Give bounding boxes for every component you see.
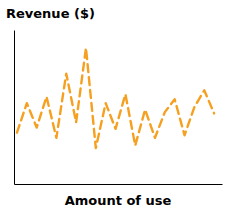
axis-line (14, 31, 15, 185)
x-axis (15, 184, 223, 185)
chart: Revenue ($) Amount of use (0, 0, 234, 214)
axis-line (15, 184, 223, 185)
marks (17, 48, 214, 148)
plot (15, 31, 223, 185)
x-axis-title: Amount of use (65, 193, 172, 208)
line (17, 48, 214, 148)
y-axis (14, 31, 15, 185)
title: Revenue ($) (6, 6, 95, 21)
